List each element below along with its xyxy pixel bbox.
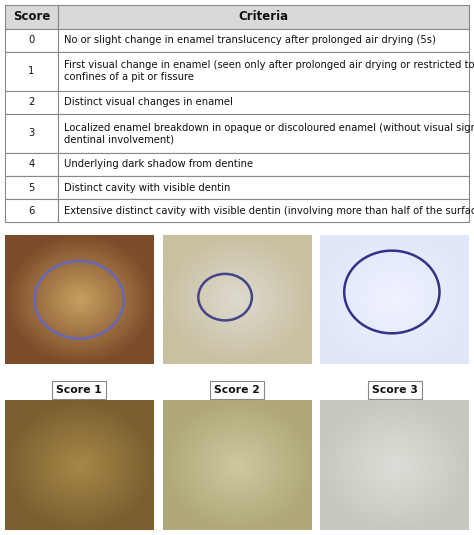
Text: Distinct visual changes in enamel: Distinct visual changes in enamel	[64, 97, 233, 108]
Text: Underlying dark shadow from dentine: Underlying dark shadow from dentine	[64, 159, 253, 170]
Text: 2: 2	[28, 97, 35, 108]
FancyBboxPatch shape	[5, 91, 58, 114]
Text: 5: 5	[28, 182, 35, 193]
FancyBboxPatch shape	[5, 114, 58, 153]
Text: Localized enamel breakdown in opaque or discoloured enamel (without visual signs: Localized enamel breakdown in opaque or …	[64, 123, 474, 144]
Text: Score 2: Score 2	[214, 385, 260, 395]
Text: 1: 1	[28, 66, 35, 76]
Text: Extensive distinct cavity with visible dentin (involving more than half of the s: Extensive distinct cavity with visible d…	[64, 206, 474, 216]
Text: 6: 6	[28, 206, 35, 216]
Text: Criteria: Criteria	[238, 10, 289, 24]
FancyBboxPatch shape	[5, 28, 58, 52]
Text: Distinct cavity with visible dentin: Distinct cavity with visible dentin	[64, 182, 230, 193]
Text: Score: Score	[13, 10, 50, 24]
FancyBboxPatch shape	[58, 91, 469, 114]
FancyBboxPatch shape	[58, 52, 469, 91]
Text: Score 3: Score 3	[372, 385, 418, 395]
FancyBboxPatch shape	[58, 176, 469, 199]
Text: No or slight change in enamel translucency after prolonged air drying (5s): No or slight change in enamel translucen…	[64, 35, 436, 45]
Text: 4: 4	[28, 159, 35, 170]
FancyBboxPatch shape	[58, 199, 469, 223]
FancyBboxPatch shape	[58, 153, 469, 176]
FancyBboxPatch shape	[58, 5, 469, 28]
FancyBboxPatch shape	[5, 52, 58, 91]
FancyBboxPatch shape	[5, 153, 58, 176]
Text: First visual change in enamel (seen only after prolonged air drying or restricte: First visual change in enamel (seen only…	[64, 60, 474, 82]
Text: 3: 3	[28, 128, 35, 139]
FancyBboxPatch shape	[5, 199, 58, 223]
FancyBboxPatch shape	[5, 176, 58, 199]
FancyBboxPatch shape	[58, 28, 469, 52]
Text: 0: 0	[28, 35, 35, 45]
FancyBboxPatch shape	[58, 114, 469, 153]
Text: Score 1: Score 1	[56, 385, 102, 395]
FancyBboxPatch shape	[5, 5, 58, 28]
